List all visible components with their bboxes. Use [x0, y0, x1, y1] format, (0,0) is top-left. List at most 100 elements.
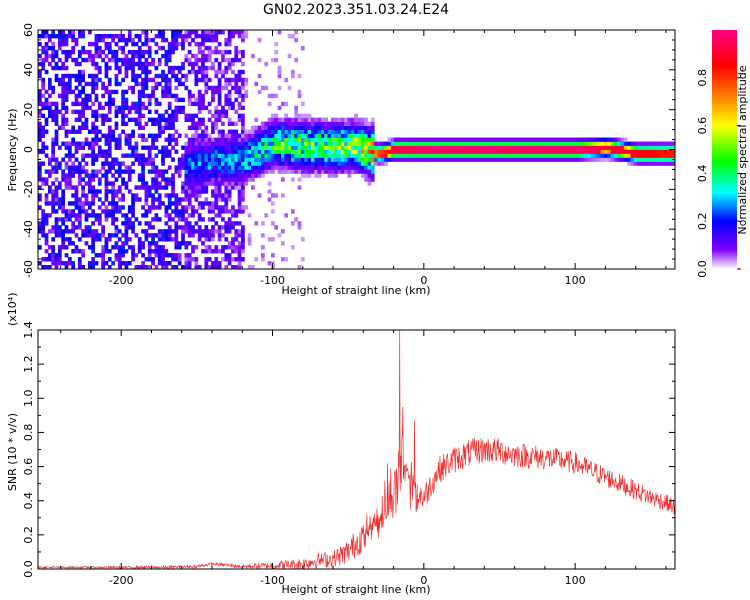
spectrogram-cell	[161, 145, 165, 150]
spectrogram-cell	[294, 37, 299, 43]
spectrogram-cell	[287, 129, 292, 134]
spectrogram-cell	[657, 153, 661, 158]
spectrogram-cell	[234, 145, 239, 150]
spectrogram-cell	[231, 181, 235, 186]
spectrogram-cell	[494, 149, 498, 154]
spectrogram-cell	[187, 181, 192, 186]
spectrogram-cell	[314, 125, 319, 130]
spectrogram-cell	[217, 261, 222, 266]
spectrogram-cell	[524, 137, 528, 142]
spectrogram-cell	[610, 149, 615, 154]
spectrogram-cell	[47, 213, 52, 218]
spectrogram-cell	[444, 149, 448, 154]
spectrogram-cell	[47, 45, 52, 51]
spectrogram-cell	[64, 165, 69, 170]
spectrogram-cell	[144, 30, 149, 35]
spectrogram-cell	[57, 37, 62, 43]
spectrogram-cell	[211, 201, 215, 206]
spectrogram-cell	[234, 221, 239, 226]
spectrogram-cell	[161, 73, 165, 79]
spectrogram-cell	[104, 141, 109, 146]
spectrogram-cell	[427, 153, 432, 158]
spectrogram-cell	[217, 49, 222, 55]
spectrogram-cell	[197, 33, 202, 39]
spectrogram-cell	[277, 161, 282, 166]
spectrogram-cell	[47, 105, 52, 111]
spectrogram-cell	[51, 141, 56, 146]
spectrogram-cell	[144, 37, 149, 43]
spectrogram-cell	[241, 257, 245, 262]
spectrogram-cell	[97, 77, 102, 83]
spectrogram-cell	[310, 153, 315, 158]
spectrogram-cell	[494, 137, 498, 142]
spectrogram-cell	[557, 145, 562, 150]
spectrogram-cell	[181, 45, 185, 51]
spectrogram-cell	[171, 65, 175, 71]
spectrogram-cell	[440, 157, 445, 162]
spectrogram-cell	[154, 265, 159, 269]
spectrogram-cell	[334, 149, 338, 154]
spectrogram-cell	[510, 141, 515, 146]
spectrogram-cell	[337, 129, 342, 134]
spectrogram-cell	[290, 121, 295, 126]
spectrogram-cell	[227, 241, 232, 246]
spectrogram-cell	[67, 129, 72, 134]
spectrogram-cell	[154, 65, 159, 71]
spectrogram-cell	[51, 229, 56, 234]
spectrogram-cell	[221, 205, 225, 210]
spectrogram-cell	[214, 213, 219, 218]
spectrogram-cell	[447, 141, 452, 146]
spectrogram-cell	[101, 133, 105, 138]
spectrogram-cell	[667, 149, 671, 154]
spectrogram-cell	[47, 169, 52, 174]
spectrogram-cell	[294, 137, 299, 142]
spectrogram-cell	[484, 157, 488, 162]
spectrogram-cell	[111, 185, 115, 190]
spectrogram-cell	[370, 177, 375, 182]
spectrogram-cell	[67, 30, 72, 35]
spectrogram-cell	[214, 30, 219, 35]
spectrogram-cell	[97, 197, 102, 202]
spectrogram-cell	[477, 141, 482, 146]
spectrogram-cell	[127, 225, 132, 230]
spectrogram-cell	[164, 209, 169, 214]
spectrogram-cell	[277, 149, 282, 154]
spectrogram-cell	[137, 45, 142, 51]
spectrogram-cell	[111, 261, 115, 266]
spectrogram-cell	[167, 141, 172, 146]
spectrogram-cell	[633, 157, 638, 162]
spectrogram-cell	[234, 57, 239, 63]
spectrogram-cell	[364, 177, 368, 182]
spectrogram-cell	[94, 141, 99, 146]
spectrogram-cell	[177, 213, 182, 218]
spectrogram-cell	[267, 181, 272, 186]
spectrogram-cell	[97, 189, 102, 194]
spectrogram-cell	[221, 165, 225, 170]
spectrogram-cell	[77, 261, 82, 266]
spectrogram-cell	[364, 125, 368, 130]
spectrogram-cell	[54, 161, 59, 166]
spectrogram-cell	[430, 157, 435, 162]
spectrogram-cell	[181, 65, 185, 71]
spectrogram-cell	[344, 149, 348, 154]
spectrogram-cell	[184, 253, 189, 258]
spectrogram-cell	[54, 49, 59, 55]
spectrogram-cell	[47, 37, 52, 43]
spectrogram-cell	[38, 129, 42, 134]
spectrogram-cell	[573, 157, 578, 162]
spectrogram-cell	[161, 185, 165, 190]
spectrogram-cell	[154, 145, 159, 150]
spectrogram-cell	[547, 145, 552, 150]
spectrogram-cell	[217, 117, 222, 123]
spectrogram-cell	[271, 169, 275, 174]
spectrogram-cell	[254, 125, 259, 130]
spectrogram-cell	[607, 141, 611, 146]
spectrogram-cell	[207, 161, 212, 166]
spectrogram-cell	[241, 165, 245, 170]
spectrogram-cell	[174, 65, 179, 71]
spectrogram-cell	[164, 57, 169, 63]
spectrogram-cell	[480, 137, 485, 142]
spectrogram-cell	[267, 93, 272, 99]
spectrogram-cell	[650, 157, 655, 162]
spectrogram-cell	[47, 109, 52, 115]
